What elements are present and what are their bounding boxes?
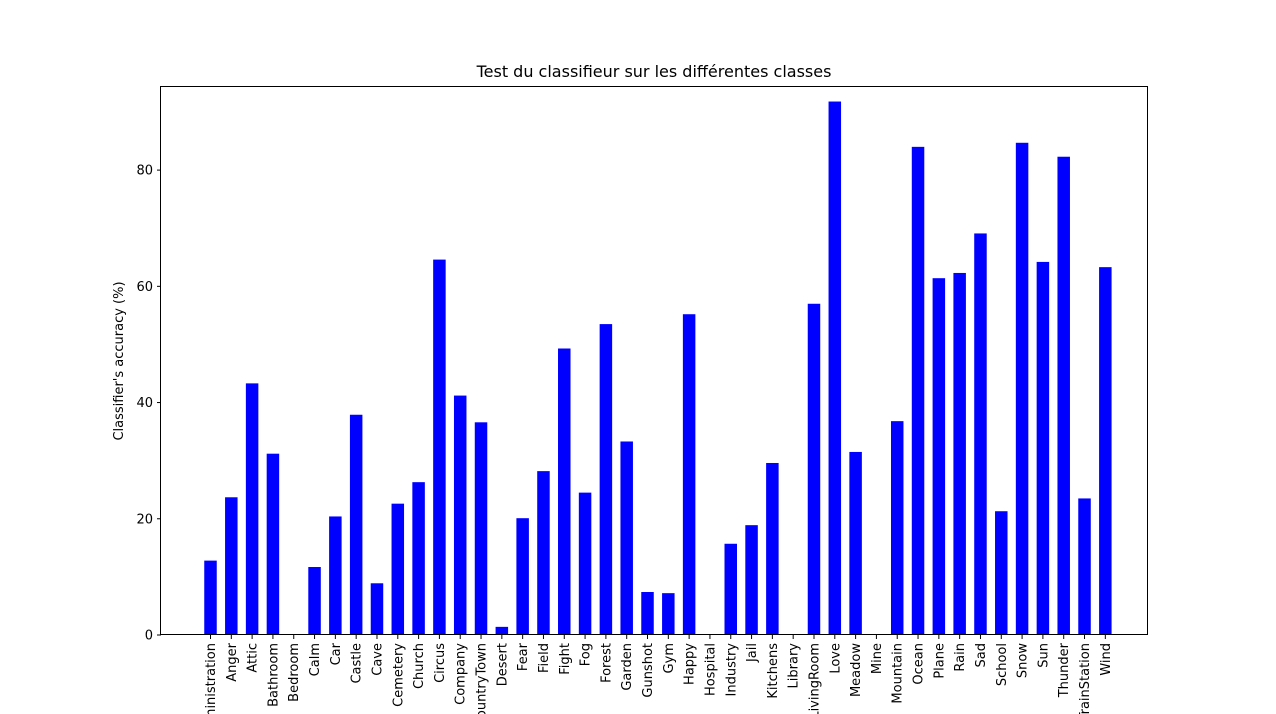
chart-title: Test du classifieur sur les différentes … bbox=[476, 62, 832, 81]
bar bbox=[474, 422, 488, 635]
y-axis-label: Classifier's accuracy (%) bbox=[112, 281, 127, 440]
bar bbox=[370, 583, 384, 635]
y-tick-label: 40 bbox=[136, 396, 153, 411]
x-tick-label: Thunder bbox=[1057, 642, 1072, 698]
x-tick-label: Gym bbox=[662, 643, 677, 673]
x-tick-label: Field bbox=[537, 643, 552, 673]
x-tick-label: TrainStation bbox=[1078, 643, 1093, 714]
x-tick-label: Rain bbox=[953, 643, 968, 672]
x-tick-label: Cemetery bbox=[391, 643, 406, 707]
bar bbox=[329, 516, 342, 635]
x-tick-label: Plane bbox=[932, 643, 947, 679]
y-tick-label: 0 bbox=[145, 629, 153, 644]
bar bbox=[849, 451, 862, 635]
bar bbox=[1057, 156, 1070, 635]
bar bbox=[682, 314, 696, 635]
bar bbox=[1036, 261, 1050, 635]
x-tick-label: Calm bbox=[308, 643, 323, 676]
y-tick-label: 20 bbox=[136, 512, 153, 527]
x-tick-label: Gunshot bbox=[641, 643, 656, 698]
x-tick-label: Anger bbox=[225, 642, 240, 681]
bar bbox=[911, 146, 925, 635]
x-tick-label: Bedroom bbox=[287, 643, 302, 702]
x-tick-label: Library bbox=[787, 643, 802, 689]
bar bbox=[890, 421, 904, 635]
y-tick-label: 80 bbox=[136, 164, 153, 179]
x-tick-label: Forest bbox=[599, 643, 614, 683]
bar bbox=[225, 497, 238, 635]
bar bbox=[724, 543, 737, 635]
bar bbox=[578, 492, 592, 635]
x-tick-label: Attic bbox=[246, 643, 261, 673]
x-tick-label: CountryTown bbox=[475, 643, 490, 714]
bar bbox=[537, 471, 550, 635]
x-tick-label: Car bbox=[329, 642, 344, 665]
x-tick-label: Fear bbox=[516, 642, 531, 671]
bar bbox=[995, 511, 1008, 635]
axes-frame bbox=[160, 86, 1148, 635]
x-tick-label: Fight bbox=[558, 643, 573, 675]
bar bbox=[349, 414, 363, 635]
x-tick-label: Circus bbox=[433, 643, 448, 683]
x-tick-label: Jail bbox=[745, 643, 760, 663]
bar bbox=[495, 626, 509, 635]
x-tick-label: Sad bbox=[974, 643, 989, 667]
bar bbox=[932, 278, 946, 635]
x-tick-label: Sun bbox=[1036, 643, 1051, 668]
x-tick-label: School bbox=[995, 643, 1010, 686]
x-tick-label: Bathroom bbox=[266, 643, 281, 707]
bar bbox=[641, 591, 654, 635]
x-tick-label: Garden bbox=[620, 643, 635, 691]
bar bbox=[1015, 142, 1029, 636]
x-tick-label: Snow bbox=[1016, 643, 1031, 678]
x-tick-label: Meadow bbox=[849, 643, 864, 697]
x-tick-label: Happy bbox=[683, 643, 698, 685]
bar bbox=[1099, 267, 1112, 635]
bar bbox=[266, 453, 280, 635]
x-tick-label: Hospital bbox=[703, 643, 718, 696]
x-tick-label: Mountain bbox=[891, 643, 906, 704]
x-tick-label: Cave bbox=[370, 643, 385, 676]
bar bbox=[1078, 498, 1091, 635]
x-tick-label: Desert bbox=[495, 643, 510, 686]
x-tick-label: Industry bbox=[724, 643, 739, 697]
x-tick-label: Administration bbox=[204, 643, 219, 714]
bar bbox=[391, 503, 405, 635]
bar bbox=[308, 567, 321, 635]
y-axis: 0 20 40 60 80 bbox=[136, 164, 161, 644]
x-tick-label: Castle bbox=[350, 643, 365, 684]
bar bbox=[620, 441, 633, 635]
bar bbox=[453, 395, 467, 635]
bar-series bbox=[204, 101, 1112, 636]
bar bbox=[433, 259, 446, 635]
x-tick-label: Kitchens bbox=[766, 643, 781, 699]
x-axis: Administration Anger Attic Bathroom Bedroom C… bbox=[204, 635, 1114, 714]
bar bbox=[953, 272, 966, 635]
bar bbox=[766, 462, 779, 635]
bar bbox=[204, 560, 217, 635]
y-tick-label: 60 bbox=[136, 280, 153, 295]
bar bbox=[516, 518, 529, 635]
x-tick-label: LivingRoom bbox=[807, 643, 822, 714]
bar bbox=[745, 525, 758, 635]
x-tick-label: Company bbox=[454, 643, 469, 705]
x-tick-label: Wind bbox=[1099, 643, 1114, 676]
bar bbox=[807, 303, 821, 635]
bar bbox=[412, 482, 425, 635]
bar bbox=[974, 233, 987, 635]
bar bbox=[599, 324, 613, 635]
x-tick-label: Ocean bbox=[912, 643, 927, 685]
x-tick-label: Church bbox=[412, 643, 427, 689]
x-tick-label: Love bbox=[828, 643, 843, 674]
x-tick-label: Fog bbox=[579, 643, 594, 666]
bar bbox=[662, 593, 675, 635]
bar bbox=[828, 101, 842, 636]
x-tick-label: Mine bbox=[870, 643, 885, 674]
bar bbox=[558, 348, 571, 635]
bar bbox=[245, 383, 259, 635]
